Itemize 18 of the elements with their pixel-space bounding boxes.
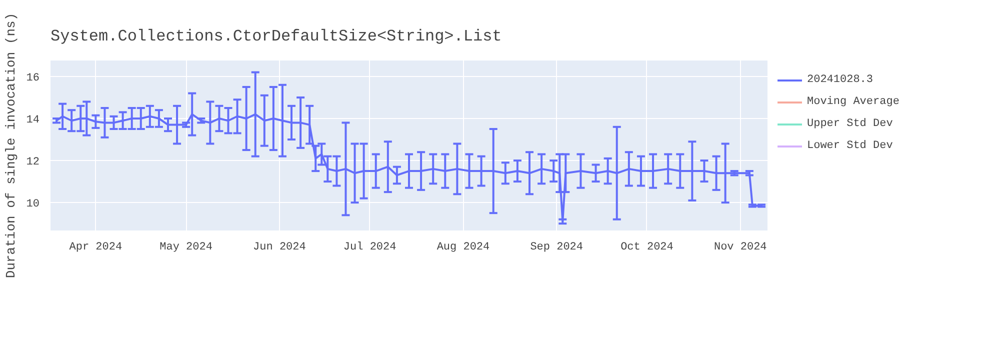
chart-title: System.Collections.CtorDefaultSize<String>.List [50, 28, 502, 46]
legend-label: Moving Average [807, 96, 900, 108]
x-tick-label: Jun 2024 [253, 242, 306, 254]
y-axis-title: Duration of single invocation (ns) [3, 12, 18, 278]
x-tick-label: Oct 2024 [620, 242, 674, 254]
x-tick-label: Aug 2024 [436, 242, 490, 254]
x-tick-label: May 2024 [160, 242, 213, 254]
x-tick-label: Nov 2024 [714, 242, 768, 254]
y-tick-label: 10 [26, 198, 40, 211]
legend-label: 20241028.3 [807, 74, 874, 86]
x-tick-label: Apr 2024 [69, 242, 122, 254]
legend-label: Upper Std Dev [807, 118, 893, 130]
y-tick-label: 16 [26, 72, 40, 84]
legend-label: Lower Std Dev [807, 140, 893, 152]
x-tick-label: Jul 2024 [343, 242, 397, 254]
y-tick-label: 14 [26, 114, 40, 126]
x-tick-label: Sep 2024 [530, 242, 584, 254]
y-tick-label: 12 [26, 156, 40, 169]
